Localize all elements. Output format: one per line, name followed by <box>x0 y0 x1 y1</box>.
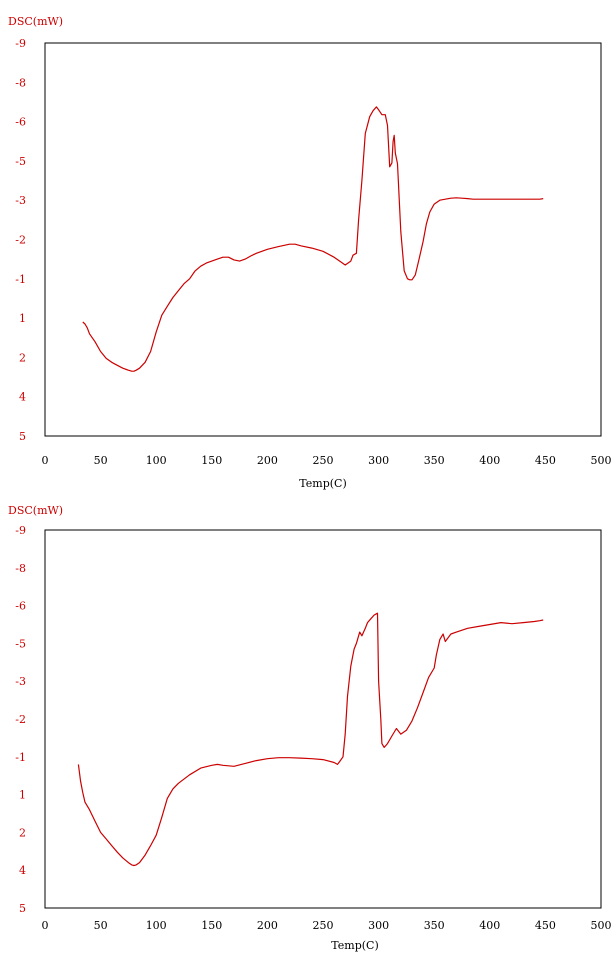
y-tick-label: -1 <box>15 273 26 286</box>
y-tick-label: 1 <box>19 789 26 802</box>
y-tick-label: -1 <box>15 751 26 764</box>
y-tick-label: 4 <box>19 391 26 404</box>
x-tick-label: 500 <box>591 454 612 467</box>
y-tick-label: 2 <box>19 351 26 364</box>
x-tick-label: 100 <box>146 454 167 467</box>
x-tick-label: 0 <box>42 454 49 467</box>
y-tick-label: 4 <box>19 864 26 877</box>
y-tick-label: 2 <box>19 826 26 839</box>
x-tick-label: 400 <box>479 919 500 932</box>
y-tick-label: -3 <box>15 675 26 688</box>
x-tick-label: 350 <box>424 454 445 467</box>
x-tick-label: 200 <box>257 454 278 467</box>
y-tick-label: 1 <box>19 312 26 325</box>
x-tick-label: 300 <box>368 919 389 932</box>
x-tick-label: 50 <box>94 454 108 467</box>
y-tick-label: -8 <box>15 76 26 89</box>
x-tick-label: 400 <box>479 454 500 467</box>
x-tick-label: 0 <box>42 919 49 932</box>
y-tick-label: -6 <box>15 116 26 129</box>
x-tick-label: 450 <box>535 919 556 932</box>
y-tick-label: -5 <box>15 637 26 650</box>
y-tick-label: -3 <box>15 194 26 207</box>
y-tick-label: 5 <box>19 430 26 443</box>
y-tick-label: -5 <box>15 155 26 168</box>
plot-frame <box>44 42 602 437</box>
x-tick-label: 450 <box>535 454 556 467</box>
x-tick-label: 250 <box>313 454 334 467</box>
x-tick-label: 350 <box>424 919 445 932</box>
y-tick-label: -9 <box>15 524 26 537</box>
x-tick-label: 150 <box>201 454 222 467</box>
x-tick-label: 300 <box>368 454 389 467</box>
y-axis-title: DSC(mW) <box>8 15 63 28</box>
y-tick-label: -2 <box>15 713 26 726</box>
x-tick-label: 200 <box>257 919 278 932</box>
dsc-curve <box>82 106 544 372</box>
plot-frame <box>44 529 602 909</box>
y-tick-label: -8 <box>15 562 26 575</box>
x-tick-label: 250 <box>313 919 334 932</box>
y-tick-label: -2 <box>15 234 26 247</box>
dsc-chart-bottom: DSC(mW) -9 -8 -6 -5 -3 -2 -1 1 2 4 5 0 50 100 150 200 2… <box>8 504 612 952</box>
x-axis-title: Temp(C) <box>331 939 378 952</box>
dsc-chart-top: DSC(mW) -9 -8 -6 -5 -3 -2 -1 1 2 4 5 0 50 100 150 200 2… <box>8 15 612 490</box>
y-tick-label: -6 <box>15 600 26 613</box>
x-tick-label: 500 <box>591 919 612 932</box>
y-tick-label: -9 <box>15 37 26 50</box>
dsc-curve <box>77 612 544 867</box>
x-tick-label: 150 <box>201 919 222 932</box>
x-tick-label: 50 <box>94 919 108 932</box>
y-axis-title: DSC(mW) <box>8 504 63 517</box>
x-axis-title: Temp(C) <box>299 477 346 490</box>
y-tick-label: 5 <box>19 902 26 915</box>
x-tick-label: 100 <box>146 919 167 932</box>
